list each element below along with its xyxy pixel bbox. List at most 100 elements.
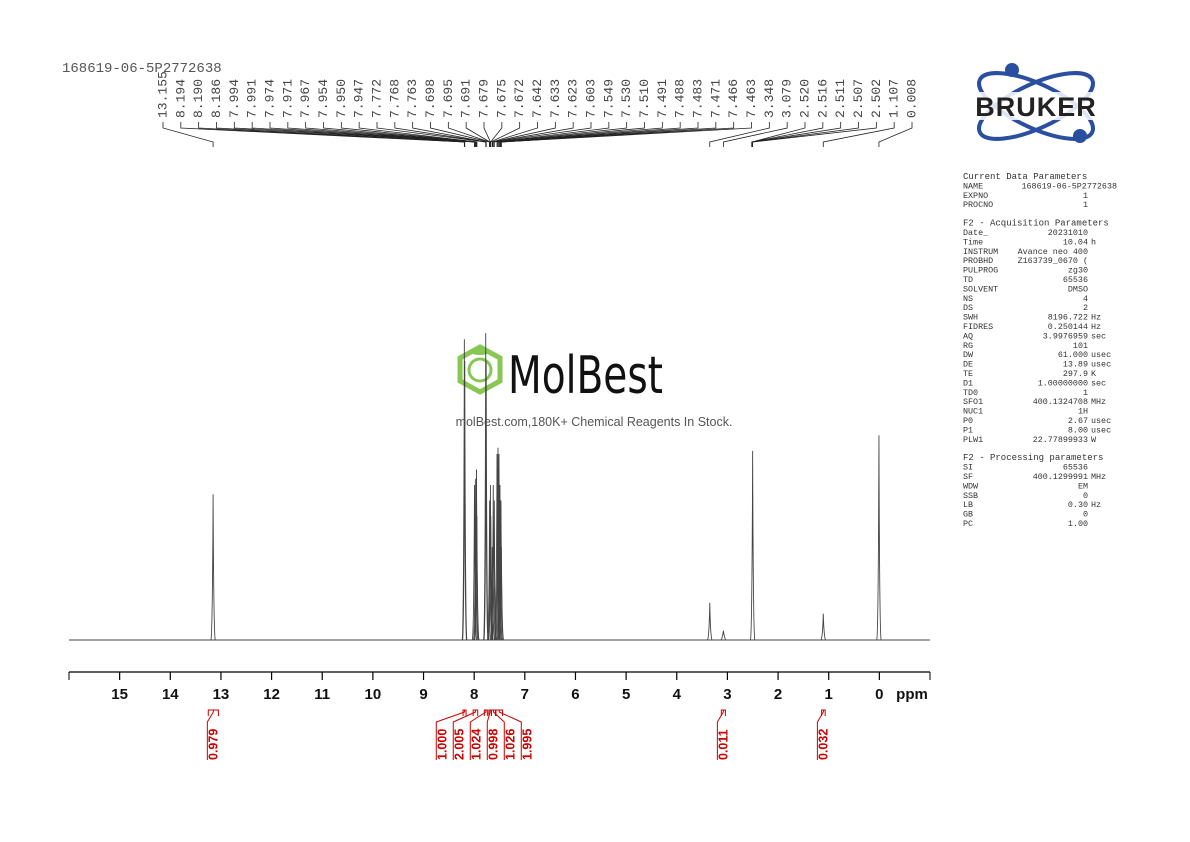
peak-label: 7.642 bbox=[530, 79, 545, 118]
param-value: 101 bbox=[1073, 341, 1088, 351]
x-tick-label: 5 bbox=[622, 686, 630, 703]
param-value: 8196.722 bbox=[1048, 313, 1088, 323]
peak-label: 8.194 bbox=[173, 79, 188, 118]
peak bbox=[495, 447, 501, 641]
param-unit: usec bbox=[1091, 416, 1111, 426]
param-name: DE bbox=[963, 360, 973, 370]
peak-label: 7.994 bbox=[227, 79, 242, 118]
param-value: 4 bbox=[1083, 294, 1088, 304]
peak-label: 7.488 bbox=[673, 79, 688, 118]
integral-bracket bbox=[716, 710, 724, 760]
peak-leader bbox=[498, 122, 645, 147]
integral-bracket bbox=[469, 710, 487, 760]
peak-leader bbox=[490, 122, 521, 147]
param-value: 1.00000000 bbox=[1038, 378, 1088, 388]
peak bbox=[489, 546, 495, 641]
param-unit: sec bbox=[1091, 378, 1106, 388]
x-tick-label: 2 bbox=[774, 686, 782, 703]
x-tick-label: 9 bbox=[419, 686, 427, 703]
peak-leader bbox=[493, 122, 592, 147]
x-tick-label: 4 bbox=[673, 686, 682, 703]
param-value: 1 bbox=[1083, 200, 1088, 210]
param-unit: sec bbox=[1091, 331, 1106, 341]
peak-label: 7.633 bbox=[548, 79, 563, 118]
param-name: PC bbox=[963, 519, 973, 529]
peak-leader bbox=[162, 122, 214, 147]
param-unit: K bbox=[1091, 369, 1097, 379]
peak-label: 7.991 bbox=[245, 79, 260, 118]
param-name: PROCNO bbox=[963, 200, 993, 210]
param-value: 0 bbox=[1083, 510, 1088, 520]
peak-leader bbox=[492, 122, 574, 147]
peak-label: 3.079 bbox=[780, 79, 795, 118]
peak bbox=[473, 478, 479, 641]
watermark-brand: MolBest bbox=[508, 346, 663, 406]
watermark-tagline: molBest.com,180K+ Chemical Reagents In S… bbox=[456, 415, 733, 429]
peak-leader bbox=[723, 122, 788, 147]
param-name: INSTRUM bbox=[963, 247, 998, 257]
param-value: zg30 bbox=[1068, 266, 1088, 276]
param-unit: MHz bbox=[1091, 397, 1106, 407]
param-value: 10.04 bbox=[1063, 237, 1088, 247]
peak-label: 7.672 bbox=[512, 79, 527, 118]
peak-label: 0.008 bbox=[904, 79, 919, 118]
param-name: SFO1 bbox=[963, 397, 983, 407]
peak-label: 7.491 bbox=[655, 79, 670, 118]
x-tick-label: 7 bbox=[521, 686, 529, 703]
peak-leader bbox=[358, 122, 478, 147]
param-name: PROBHD bbox=[963, 256, 993, 266]
integral-bracket bbox=[452, 710, 476, 760]
peak-label: 7.510 bbox=[637, 79, 652, 118]
param-name: RG bbox=[963, 341, 973, 351]
param-name: SI bbox=[963, 463, 973, 473]
param-name: FIDRES bbox=[963, 322, 993, 332]
peak bbox=[749, 450, 756, 641]
peak-leader bbox=[499, 122, 699, 147]
x-tick-label: 13 bbox=[213, 686, 230, 703]
param-unit: Hz bbox=[1091, 313, 1101, 323]
x-tick-label: 14 bbox=[162, 686, 179, 703]
peak-leader bbox=[491, 122, 538, 147]
param-heading: Current Data Parameters bbox=[963, 172, 1087, 182]
param-name: SSB bbox=[963, 491, 978, 501]
param-value: 61.000 bbox=[1058, 350, 1088, 360]
integral-bracket bbox=[492, 710, 505, 760]
peak bbox=[820, 613, 826, 641]
peak-leader bbox=[251, 122, 476, 147]
x-tick-label: 11 bbox=[314, 686, 330, 703]
integral-bracket bbox=[498, 710, 522, 760]
peak bbox=[497, 484, 503, 641]
peak-label: 7.763 bbox=[405, 79, 420, 118]
param-value: EM bbox=[1078, 481, 1088, 491]
param-value: 1 bbox=[1083, 388, 1088, 398]
x-tick-label: 3 bbox=[723, 686, 731, 703]
integral-label: 0.979 bbox=[207, 729, 221, 760]
param-name: NAME bbox=[963, 181, 983, 191]
peak-leader bbox=[752, 122, 877, 147]
param-value: 400.1324708 bbox=[1033, 397, 1088, 407]
chart-title: 168619-06-5P2772638 bbox=[62, 61, 222, 77]
x-tick-label: 6 bbox=[571, 686, 579, 703]
x-tick-label: 12 bbox=[263, 686, 280, 703]
param-unit: W bbox=[1091, 435, 1097, 445]
peak-leader bbox=[496, 122, 610, 147]
param-value: Z163739_0670 ( bbox=[1018, 256, 1088, 266]
peak-leader bbox=[492, 122, 556, 147]
param-value: 3.9976959 bbox=[1043, 331, 1088, 341]
param-name: GB bbox=[963, 510, 973, 520]
peak-leader bbox=[500, 122, 752, 147]
peak bbox=[498, 546, 505, 641]
param-unit: Hz bbox=[1091, 322, 1101, 332]
integral-label: 1.000 bbox=[436, 729, 450, 760]
peak-leader bbox=[412, 122, 487, 147]
watermark-logo bbox=[457, 344, 503, 395]
param-value: 0.30 bbox=[1068, 500, 1088, 510]
logo-backdrop bbox=[958, 92, 1116, 120]
param-name: DS bbox=[963, 303, 973, 313]
param-name: P0 bbox=[963, 416, 973, 426]
peak-label: 13.155 bbox=[155, 71, 170, 118]
param-value: 0.250144 bbox=[1048, 322, 1088, 332]
peak-label: 7.772 bbox=[369, 79, 384, 118]
integral-label: 0.998 bbox=[487, 729, 501, 760]
